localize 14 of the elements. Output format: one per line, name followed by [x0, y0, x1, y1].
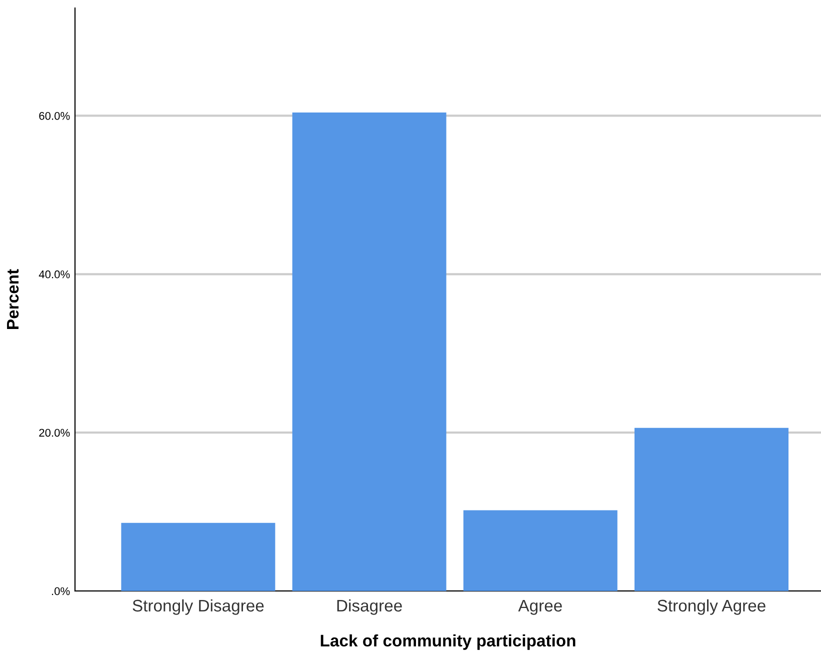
x-tick-label: Agree: [518, 600, 562, 615]
x-axis-title: Lack of community participation: [320, 634, 576, 650]
x-tick-label: Strongly Disagree: [132, 599, 264, 615]
bar: [634, 428, 788, 591]
bar: [463, 510, 618, 591]
y-tick-label: .0%: [52, 587, 70, 596]
y-tick-label: 60.0%: [39, 112, 70, 120]
x-tick-label: Disagree: [337, 599, 402, 615]
y-tick-label: 20.0%: [39, 428, 70, 437]
bar: [121, 522, 276, 591]
y-tick-label: 40.0%: [38, 270, 70, 278]
bar: [292, 112, 446, 591]
x-tick-label: Strongly Agree: [658, 599, 766, 615]
y-axis-title: Percent: [7, 269, 19, 329]
